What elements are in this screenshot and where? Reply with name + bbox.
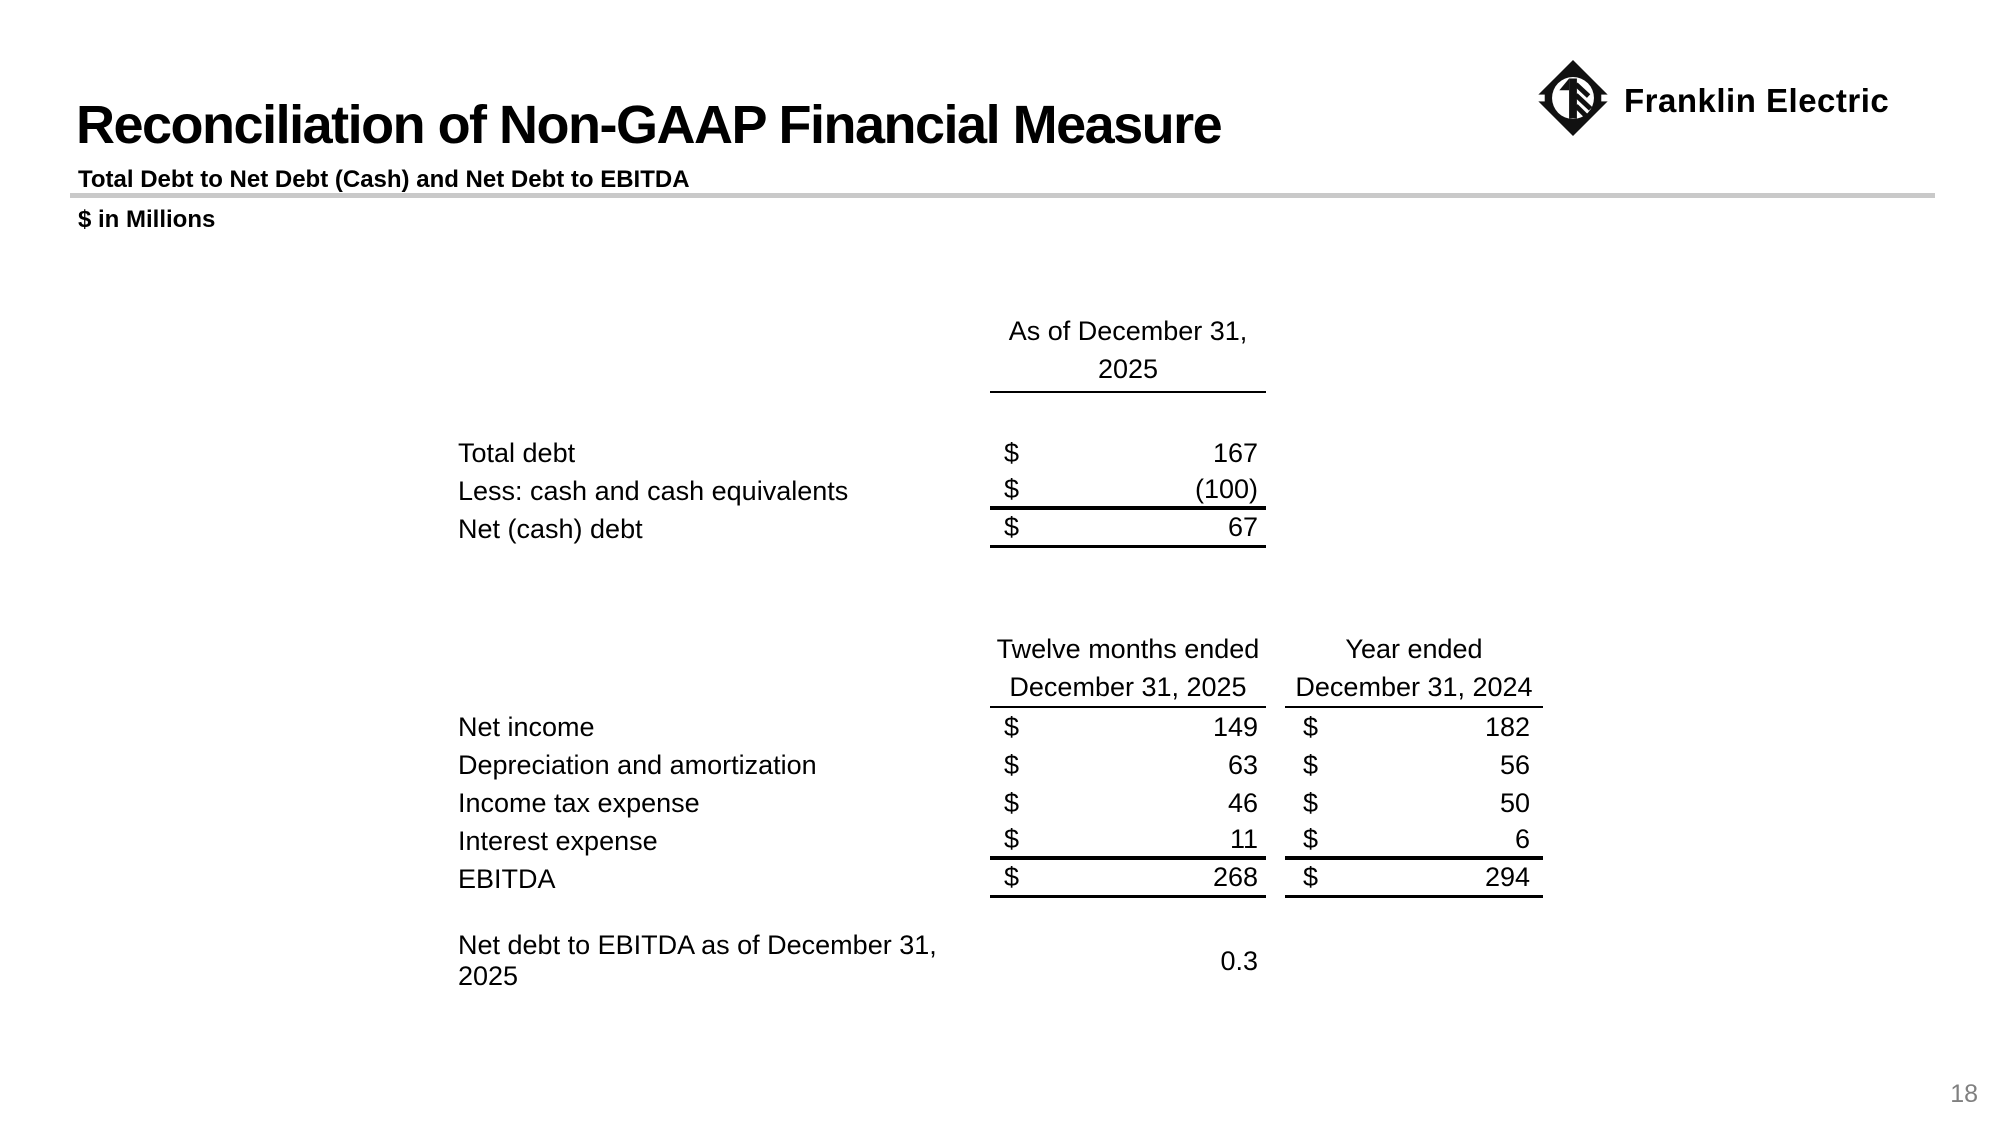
header-line-1: Year ended bbox=[1345, 634, 1483, 664]
amount-cell: $ 268 bbox=[990, 860, 1266, 898]
currency-symbol: $ bbox=[1303, 862, 1319, 892]
spacer bbox=[458, 393, 1266, 434]
currency-symbol: $ bbox=[1004, 862, 1020, 892]
table-row: Less: cash and cash equivalents $ (100) bbox=[458, 472, 1266, 510]
header-line-2: December 31, 2025 bbox=[1009, 672, 1247, 702]
amount-cell: $ 6 bbox=[1285, 822, 1543, 860]
header-line-1: Twelve months ended bbox=[996, 634, 1260, 664]
amount-value: 167 bbox=[1212, 437, 1258, 468]
amount-cell: $ 63 bbox=[990, 746, 1266, 784]
row-label: Less: cash and cash equivalents bbox=[458, 475, 849, 506]
currency-symbol: $ bbox=[1004, 749, 1020, 780]
amount-value: 56 bbox=[1499, 749, 1530, 780]
amount-value: 67 bbox=[1227, 512, 1258, 542]
table-row: Total debt $ 167 bbox=[458, 434, 1266, 472]
table-row: Income tax expense $ 46 $ 50 bbox=[458, 784, 1543, 822]
amount-cell: $ 56 bbox=[1285, 746, 1543, 784]
ebitda-table: Twelve months ended December 31, 2025 Ye… bbox=[458, 630, 1543, 898]
amount-value: 294 bbox=[1484, 862, 1530, 892]
row-label: Interest expense bbox=[458, 825, 658, 856]
net-debt-to-ebitda-row: Net debt to EBITDA as of December 31, 20… bbox=[458, 930, 1266, 991]
units-label: $ in Millions bbox=[78, 206, 216, 233]
row-label: Depreciation and amortization bbox=[458, 749, 817, 780]
currency-symbol: $ bbox=[1004, 823, 1020, 854]
column-gap bbox=[1266, 630, 1285, 708]
amount-cell: $ (100) bbox=[990, 472, 1266, 510]
ebitda-table-header: Twelve months ended December 31, 2025 Ye… bbox=[458, 630, 1543, 708]
amount-value: 268 bbox=[1212, 862, 1258, 892]
header-line-2: December 31, 2024 bbox=[1295, 672, 1533, 702]
currency-symbol: $ bbox=[1303, 749, 1319, 780]
amount-cell: $ 11 bbox=[990, 822, 1266, 860]
header-divider bbox=[70, 193, 1935, 198]
amount-value: 11 bbox=[1229, 823, 1258, 854]
row-label: Net (cash) debt bbox=[458, 513, 643, 544]
table-row: Depreciation and amortization $ 63 $ 56 bbox=[458, 746, 1543, 784]
row-label: Net income bbox=[458, 711, 595, 742]
header-line-2: 2025 bbox=[1097, 354, 1159, 384]
column-gap bbox=[1266, 822, 1285, 860]
amount-value: 6 bbox=[1514, 823, 1530, 854]
currency-symbol: $ bbox=[1004, 437, 1020, 468]
table-row: Interest expense $ 11 $ 6 bbox=[458, 822, 1543, 860]
amount-cell: $ 182 bbox=[1285, 708, 1543, 746]
net-debt-table: As of December 31, 2025 Total debt $ 167… bbox=[458, 312, 1266, 548]
currency-symbol: $ bbox=[1004, 787, 1020, 818]
column-2-header: Year ended December 31, 2024 bbox=[1285, 630, 1543, 708]
amount-value: 50 bbox=[1499, 787, 1530, 818]
page-number: 18 bbox=[1950, 1080, 1978, 1108]
slide-subtitle: Total Debt to Net Debt (Cash) and Net De… bbox=[78, 166, 690, 193]
page-title: Reconciliation of Non-GAAP Financial Mea… bbox=[76, 95, 1223, 155]
franklin-electric-diamond-icon bbox=[1534, 56, 1612, 145]
table-row: Net income $ 149 $ 182 bbox=[458, 708, 1543, 746]
ratio-value: 0.3 bbox=[1220, 945, 1258, 976]
amount-cell: $ 67 bbox=[990, 510, 1266, 548]
ratio-label: Net debt to EBITDA as of December 31, 20… bbox=[458, 930, 937, 991]
row-label: EBITDA bbox=[458, 863, 556, 894]
row-label: Total debt bbox=[458, 437, 576, 468]
currency-symbol: $ bbox=[1004, 711, 1020, 742]
amount-cell: $ 167 bbox=[990, 434, 1266, 472]
amount-cell: $ 46 bbox=[990, 784, 1266, 822]
column-gap bbox=[1266, 860, 1285, 898]
empty-cell bbox=[458, 630, 990, 708]
currency-symbol: $ bbox=[1303, 787, 1319, 818]
net-debt-table-header: As of December 31, 2025 bbox=[990, 312, 1266, 393]
currency-symbol: $ bbox=[1303, 823, 1319, 854]
table-row: EBITDA $ 268 $ 294 bbox=[458, 860, 1543, 898]
amount-value: 182 bbox=[1484, 711, 1530, 742]
currency-symbol: $ bbox=[1004, 512, 1020, 542]
amount-cell: $ 149 bbox=[990, 708, 1266, 746]
amount-cell: $ 50 bbox=[1285, 784, 1543, 822]
column-gap bbox=[1266, 746, 1285, 784]
amount-cell: $ 294 bbox=[1285, 860, 1543, 898]
column-gap bbox=[1266, 784, 1285, 822]
table-row: Net (cash) debt $ 67 bbox=[458, 510, 1266, 548]
currency-symbol: $ bbox=[1303, 711, 1319, 742]
column-1-header: Twelve months ended December 31, 2025 bbox=[990, 630, 1266, 708]
amount-value: 46 bbox=[1227, 787, 1258, 818]
franklin-electric-logo: Franklin Electric bbox=[1534, 56, 1889, 145]
amount-value: (100) bbox=[1194, 473, 1258, 504]
amount-value: 63 bbox=[1227, 749, 1258, 780]
row-label: Income tax expense bbox=[458, 787, 700, 818]
logo-wordmark: Franklin Electric bbox=[1624, 81, 1890, 119]
column-gap bbox=[1266, 708, 1285, 746]
currency-symbol: $ bbox=[1004, 473, 1020, 504]
amount-value: 149 bbox=[1212, 711, 1258, 742]
header-line-1: As of December 31, bbox=[1008, 316, 1248, 346]
